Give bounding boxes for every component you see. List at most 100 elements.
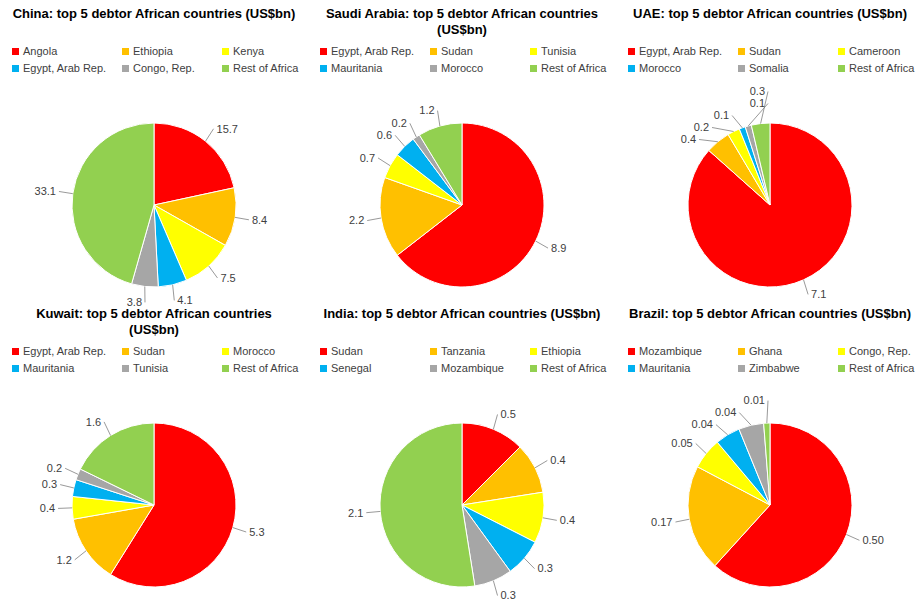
- data-labels: 5.31.20.40.30.21.6: [40, 416, 265, 566]
- data-label: 0.3: [501, 589, 516, 601]
- data-label: 0.3: [538, 562, 553, 574]
- data-labels: 8.92.20.70.60.21.2: [349, 104, 566, 253]
- leader-line: [378, 158, 390, 166]
- legend-label: Egypt, Arab Rep.: [23, 345, 106, 357]
- leader-line: [60, 485, 74, 488]
- legend-swatch: [530, 365, 537, 372]
- legend-swatch: [628, 365, 635, 372]
- data-label: 2.2: [349, 214, 364, 226]
- data-labels: 15.78.47.54.13.833.1: [35, 123, 268, 309]
- leader-line: [75, 551, 86, 560]
- leader-line: [716, 425, 728, 435]
- legend-swatch: [430, 348, 437, 355]
- legend-item: Mauritania: [320, 62, 383, 74]
- data-label: 0.2: [392, 117, 407, 129]
- data-label: 2.1: [348, 507, 363, 519]
- data-label: 4.1: [177, 294, 192, 306]
- leader-line: [739, 413, 751, 426]
- slices: [380, 123, 544, 287]
- legend-swatch: [530, 348, 537, 355]
- legend-label: Rest of Africa: [233, 62, 299, 74]
- pie-panel: China: top 5 debtor African countries (U…: [12, 6, 299, 308]
- data-label: 0.4: [40, 502, 55, 514]
- title-line: Kuwait: top 5 debtor African countries: [36, 306, 272, 321]
- legend-item: Zimbabwe: [738, 362, 800, 374]
- leader-line: [233, 528, 246, 532]
- data-label: 7.5: [220, 272, 235, 284]
- legend: Egypt, Arab Rep. Sudan Tunisia Mauritania Mo…: [320, 45, 607, 74]
- pie: 15.78.47.54.13.833.1: [35, 123, 268, 309]
- legend-item: Sudan: [122, 345, 165, 357]
- legend-swatch: [838, 365, 845, 372]
- legend-swatch: [628, 65, 635, 72]
- data-label: 15.7: [217, 123, 238, 135]
- pie-slice: [72, 123, 154, 284]
- pie-slice: [154, 205, 186, 287]
- legend-label: Zimbabwe: [749, 362, 800, 374]
- chart-title: UAE: top 5 debtor African countries (US$…: [633, 6, 907, 21]
- data-label: 0.01: [744, 394, 765, 406]
- legend-label: Mauritania: [331, 62, 383, 74]
- legend-label: Sudan: [441, 45, 473, 57]
- title-line: (US$bn): [437, 22, 487, 37]
- legend-label: Egypt, Arab Rep.: [23, 62, 106, 74]
- legend-swatch: [12, 48, 19, 55]
- legend: SudanTanzaniaEthiopiaSenegalMozambiqueRe…: [320, 345, 607, 374]
- title-line: China: top 5 debtor African countries (U…: [13, 6, 296, 21]
- legend-item: Ethiopia: [122, 45, 174, 57]
- legend-swatch: [320, 65, 327, 72]
- legend-swatch: [838, 65, 845, 72]
- data-labels: 0.5 0.4 0.4 0.3 0.3 2.1: [348, 408, 575, 601]
- legend-swatch: [222, 48, 229, 55]
- legend-label: Kenya: [233, 45, 265, 57]
- chart-title: Kuwait: top 5 debtor African countries(U…: [36, 306, 272, 337]
- legend-item: Egypt, Arab Rep.: [12, 345, 106, 357]
- title-line: Saudi Arabia: top 5 debtor African count…: [326, 6, 598, 21]
- data-label: 33.1: [35, 185, 56, 197]
- legend-swatch: [122, 348, 129, 355]
- data-label: 0.4: [560, 514, 575, 526]
- data-label: 0.1: [714, 109, 729, 121]
- legend-item: Morocco: [430, 62, 483, 74]
- legend-item: Tunisia: [122, 362, 169, 374]
- legend-item: Sudan: [430, 45, 473, 57]
- legend-item: Tunisia: [530, 45, 577, 57]
- legend-item: Angola: [12, 45, 58, 57]
- legend-swatch: [530, 65, 537, 72]
- data-label: 0.5: [501, 408, 516, 420]
- legend-item: Morocco: [628, 62, 681, 74]
- legend-item: Rest of Africa: [530, 362, 607, 374]
- legend-swatch: [320, 48, 327, 55]
- legend-label: Sudan: [133, 345, 165, 357]
- pie-panel: Saudi Arabia: top 5 debtor African count…: [320, 6, 607, 287]
- leader-line: [206, 129, 214, 141]
- legend-label: Tanzania: [441, 345, 486, 357]
- legend-swatch: [430, 65, 437, 72]
- data-label: 0.50: [862, 534, 883, 546]
- legend-swatch: [838, 48, 845, 55]
- legend-label: Morocco: [441, 62, 483, 74]
- legend-label: Rest of Africa: [541, 362, 607, 374]
- title-line: UAE: top 5 debtor African countries (US$…: [633, 6, 907, 21]
- leader-line: [493, 581, 497, 596]
- data-label: 0.4: [550, 454, 565, 466]
- legend-swatch: [12, 348, 19, 355]
- legend-item: Sudan: [738, 45, 781, 57]
- legend-item: Rest of Africa: [838, 62, 915, 74]
- legend-label: Sudan: [331, 345, 363, 357]
- legend-item: Congo, Rep.: [122, 62, 195, 74]
- legend-label: Ghana: [749, 345, 783, 357]
- leader-line: [65, 468, 78, 474]
- legend-label: Egypt, Arab Rep.: [331, 45, 414, 57]
- legend-label: Congo, Rep.: [133, 62, 195, 74]
- legend-item: Rest of Africa: [530, 62, 607, 74]
- legend-label: Congo, Rep.: [849, 345, 911, 357]
- legend-item: Rest of Africa: [222, 362, 299, 374]
- title-line: Brazil: top 5 debtor African countries (…: [629, 306, 911, 321]
- data-label: 0.4: [681, 133, 696, 145]
- legend-item: Senegal: [320, 362, 371, 374]
- legend-item: Mozambique: [628, 345, 702, 357]
- leader-line: [395, 135, 405, 146]
- legend-swatch: [320, 365, 327, 372]
- legend-label: Rest of Africa: [541, 62, 607, 74]
